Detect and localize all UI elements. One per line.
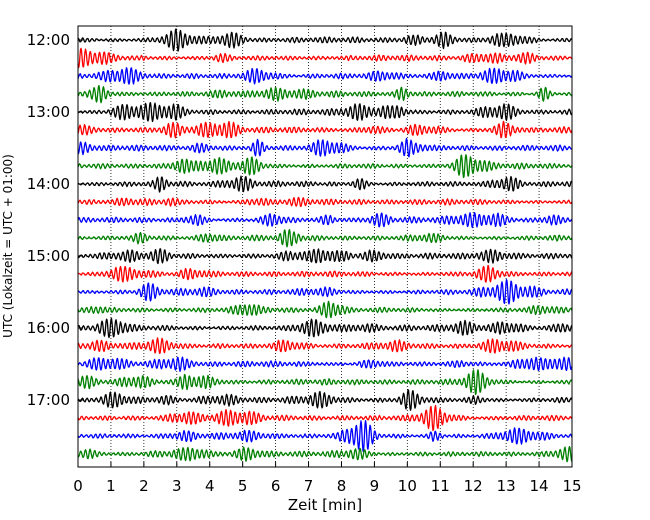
x-tick-label: 9: [370, 477, 380, 495]
x-tick-label: 8: [337, 477, 347, 495]
trace-line: [77, 102, 573, 123]
y-tick-label: 16:00: [27, 319, 70, 337]
trace-line: [77, 356, 573, 372]
y-tick-label: 14:00: [27, 175, 70, 193]
x-tick-label: 11: [431, 477, 450, 495]
trace-line: [77, 419, 573, 453]
x-tick-label: 4: [205, 477, 215, 495]
trace-line: [77, 278, 573, 305]
trace-line: [77, 212, 573, 229]
x-tick-label: 7: [304, 477, 314, 495]
trace-line: [77, 337, 573, 354]
x-tick-label: 3: [172, 477, 182, 495]
trace-line: [77, 248, 573, 265]
trace-line: [77, 67, 573, 85]
y-axis-title: UTC (Lokalzeit = UTC + 01:00): [1, 154, 15, 338]
x-axis-ticks: 0 1 2 3 4 5 6 7 8 9 10 11 12 13 14 15: [73, 462, 582, 495]
trace-line: [77, 300, 573, 319]
trace-line: [77, 175, 573, 193]
x-tick-label: 10: [398, 477, 417, 495]
trace-line: [77, 229, 573, 248]
y-tick-label: 17:00: [27, 391, 70, 409]
trace-line: [77, 369, 573, 396]
trace-line: [77, 264, 573, 283]
trace-line: [77, 28, 573, 52]
x-tick-label: 12: [464, 477, 483, 495]
x-tick-label: 14: [530, 477, 549, 495]
plot-frame: [77, 25, 573, 468]
x-tick-label: 13: [497, 477, 516, 495]
trace-line: [77, 404, 573, 432]
x-tick-label: 2: [139, 477, 149, 495]
trace-line: [77, 196, 573, 207]
x-tick-label: 6: [271, 477, 281, 495]
y-tick-label: 12:00: [27, 31, 70, 49]
seismic-traces: [77, 28, 573, 463]
trace-line: [77, 47, 573, 69]
x-tick-label: 0: [73, 477, 83, 495]
trace-line: [77, 137, 573, 158]
y-tick-label: 15:00: [27, 247, 70, 265]
x-tick-label: 5: [238, 477, 248, 495]
trace-line: [77, 84, 573, 104]
x-axis-title: Zeit [min]: [288, 496, 362, 514]
y-axis-ticks: 12:00 13:00 14:00 15:00 16:00 17:00: [27, 31, 83, 409]
trace-line: [77, 389, 573, 411]
x-tick-label: 15: [562, 477, 581, 495]
trace-line: [77, 154, 573, 179]
y-tick-label: 13:00: [27, 103, 70, 121]
trace-line: [77, 317, 573, 339]
trace-line: [77, 120, 573, 139]
x-tick-label: 1: [106, 477, 116, 495]
trace-line: [77, 445, 573, 463]
